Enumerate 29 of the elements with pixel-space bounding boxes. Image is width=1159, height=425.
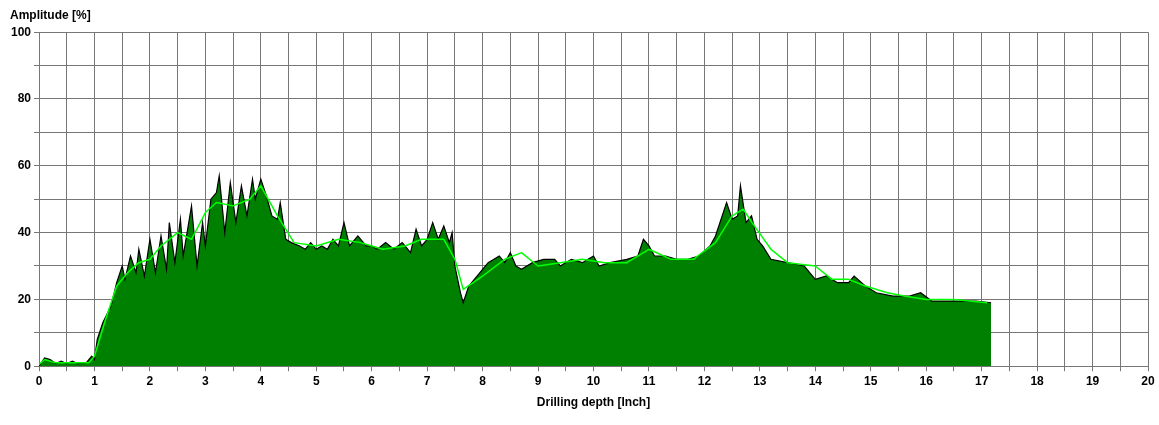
y-tick-label: 60 bbox=[17, 158, 32, 173]
x-tick-label: 5 bbox=[312, 373, 320, 388]
y-tick-label: 0 bbox=[24, 358, 32, 373]
x-tick-label: 1 bbox=[91, 373, 99, 388]
x-tick-label: 17 bbox=[974, 373, 989, 388]
x-tick-label: 6 bbox=[368, 373, 376, 388]
x-tick-label: 10 bbox=[586, 373, 601, 388]
x-tick-label: 9 bbox=[534, 373, 542, 388]
x-axis-title: Drilling depth [Inch] bbox=[536, 395, 651, 410]
x-tick-label: 15 bbox=[864, 373, 878, 388]
x-tick-label: 11 bbox=[642, 373, 656, 388]
y-tick-label: 20 bbox=[17, 291, 32, 306]
x-tick-label: 14 bbox=[808, 373, 823, 388]
x-tick-label: 16 bbox=[919, 373, 934, 388]
y-tick-label: 100 bbox=[10, 24, 32, 39]
x-tick-label: 2 bbox=[146, 373, 154, 388]
x-tick-label: 0 bbox=[35, 373, 43, 388]
x-tick-label: 18 bbox=[1030, 373, 1045, 388]
x-tick-label: 7 bbox=[423, 373, 431, 388]
y-axis-title: Amplitude [%] bbox=[10, 8, 92, 22]
y-tick-label: 80 bbox=[17, 91, 32, 106]
x-tick-label: 20 bbox=[1141, 373, 1155, 388]
x-tick-label: 8 bbox=[479, 373, 487, 388]
y-tick-label: 40 bbox=[17, 224, 32, 239]
x-tick-label: 19 bbox=[1085, 373, 1100, 388]
x-tick-label: 3 bbox=[202, 373, 210, 388]
x-tick-label: 13 bbox=[753, 373, 767, 388]
x-tick-label: 4 bbox=[257, 373, 265, 388]
x-tick-label: 12 bbox=[697, 373, 712, 388]
